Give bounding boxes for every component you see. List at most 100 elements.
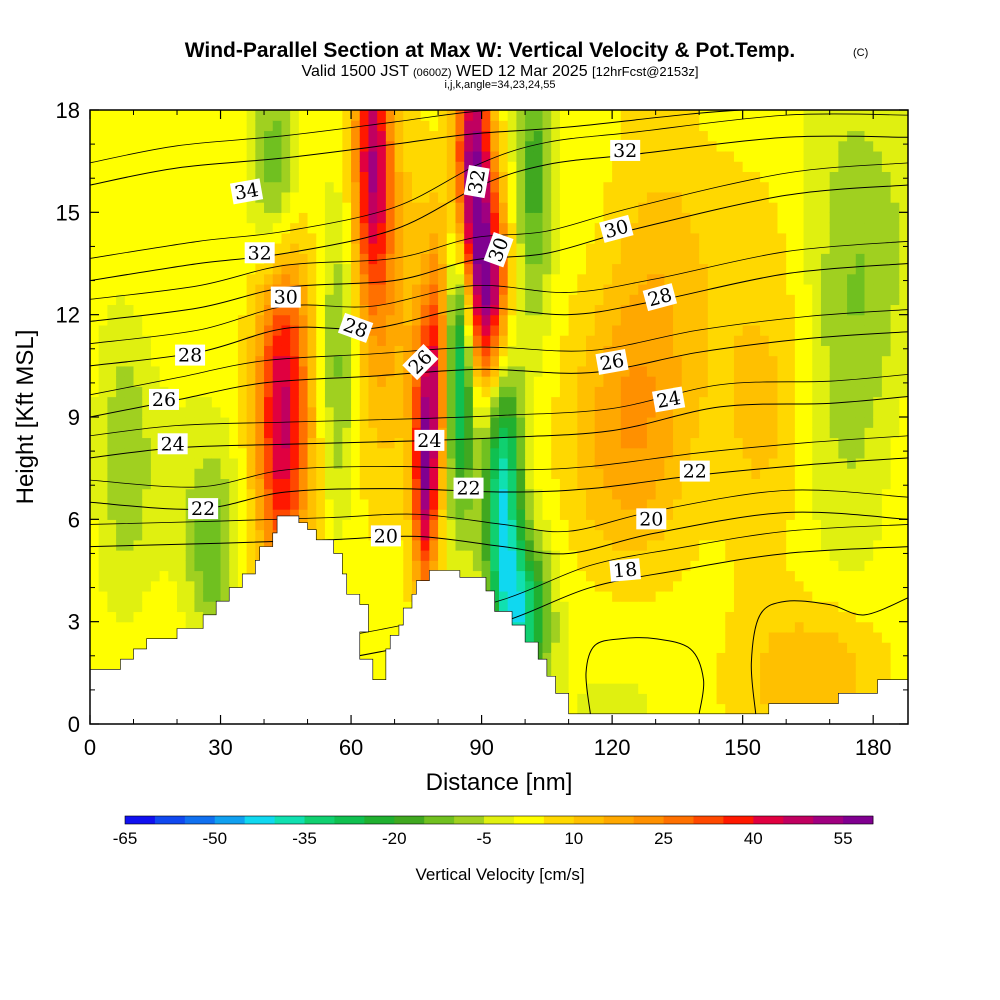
velocity-cell: [351, 273, 361, 285]
velocity-cell: [333, 150, 343, 162]
velocity-cell: [760, 406, 770, 418]
velocity-cell: [812, 683, 822, 694]
velocity-cell: [594, 478, 605, 490]
velocity-cell: [516, 273, 526, 285]
velocity-cell: [264, 171, 274, 183]
velocity-cell: [438, 202, 448, 213]
velocity-cell: [98, 253, 109, 265]
velocity-cell: [794, 652, 805, 664]
velocity-cell: [760, 611, 770, 623]
velocity-cell: [377, 191, 387, 203]
velocity-cell: [612, 120, 622, 132]
velocity-cell: [107, 222, 117, 234]
velocity-cell: [603, 191, 613, 203]
velocity-cell: [594, 232, 605, 244]
velocity-cell: [603, 130, 613, 142]
velocity-cell: [385, 396, 396, 408]
velocity-cell: [629, 273, 639, 285]
velocity-cell: [751, 191, 761, 203]
velocity-cell: [786, 468, 796, 479]
velocity-cell: [446, 191, 457, 203]
velocity-cell: [385, 437, 396, 449]
velocity-cell: [324, 232, 335, 244]
velocity-cell: [142, 621, 152, 633]
velocity-cell: [351, 304, 361, 316]
velocity-cell: [577, 662, 587, 674]
velocity-cell: [760, 468, 770, 479]
velocity-cell: [281, 355, 291, 367]
velocity-cell: [142, 304, 152, 316]
velocity-cell: [646, 345, 657, 357]
velocity-cell: [664, 539, 674, 551]
velocity-cell: [629, 110, 639, 121]
velocity-cell: [733, 550, 744, 561]
velocity-cell: [629, 130, 639, 142]
velocity-cell: [794, 519, 805, 531]
velocity-cell: [307, 283, 317, 295]
velocity-cell: [768, 253, 779, 265]
velocity-cell: [194, 212, 204, 224]
velocity-cell: [359, 181, 370, 193]
velocity-cell: [281, 161, 291, 172]
velocity-cell: [707, 150, 718, 162]
velocity-cell: [681, 243, 692, 254]
velocity-cell: [638, 621, 648, 633]
velocity-cell: [446, 273, 457, 285]
velocity-cell: [533, 652, 544, 664]
velocity-cell: [733, 263, 744, 275]
velocity-cell: [742, 171, 752, 183]
velocity-cell: [586, 621, 596, 633]
velocity-cell: [368, 202, 378, 213]
velocity-cell: [351, 427, 361, 439]
velocity-cell: [368, 273, 378, 285]
velocity-cell: [124, 457, 135, 469]
velocity-cell: [220, 294, 230, 306]
velocity-cell: [751, 345, 761, 357]
velocity-cell: [577, 478, 587, 490]
velocity-cell: [116, 232, 126, 244]
velocity-cell: [542, 140, 552, 152]
velocity-cell: [107, 570, 117, 582]
velocity-cell: [107, 191, 117, 203]
velocity-cell: [751, 468, 761, 479]
velocity-cell: [403, 181, 413, 193]
velocity-cell: [194, 580, 204, 592]
velocity-cell: [586, 202, 596, 213]
velocity-cell: [612, 191, 622, 203]
velocity-cell: [664, 529, 674, 541]
velocity-cell: [133, 590, 143, 602]
velocity-cell: [272, 447, 283, 459]
velocity-cell: [359, 150, 370, 162]
velocity-cell: [507, 468, 518, 479]
velocity-cell: [551, 447, 561, 459]
velocity-cell: [612, 110, 622, 121]
velocity-cell: [342, 406, 352, 418]
velocity-cell: [794, 212, 805, 224]
velocity-cell: [203, 161, 213, 172]
velocity-cell: [177, 202, 187, 213]
velocity-cell: [733, 529, 744, 541]
velocity-cell: [177, 376, 187, 387]
velocity-cell: [499, 324, 509, 336]
velocity-cell: [420, 519, 430, 531]
velocity-cell: [420, 130, 430, 142]
velocity-cell: [716, 642, 726, 653]
velocity-cell: [220, 498, 230, 510]
velocity-cell: [133, 365, 143, 377]
velocity-cell: [673, 140, 683, 152]
velocity-cell: [777, 580, 787, 592]
velocity-cell: [281, 253, 291, 265]
velocity-cell: [681, 150, 692, 162]
velocity-cell: [525, 304, 535, 316]
velocity-cell: [177, 478, 187, 490]
velocity-cell: [377, 130, 387, 142]
velocity-cell: [742, 457, 752, 469]
velocity-cell: [716, 355, 726, 367]
velocity-cell: [455, 437, 465, 449]
velocity-cell: [629, 120, 639, 132]
velocity-cell: [324, 304, 335, 316]
velocity-cell: [159, 171, 169, 183]
velocity-cell: [681, 570, 692, 582]
velocity-cell: [716, 150, 726, 162]
velocity-cell: [681, 202, 692, 213]
